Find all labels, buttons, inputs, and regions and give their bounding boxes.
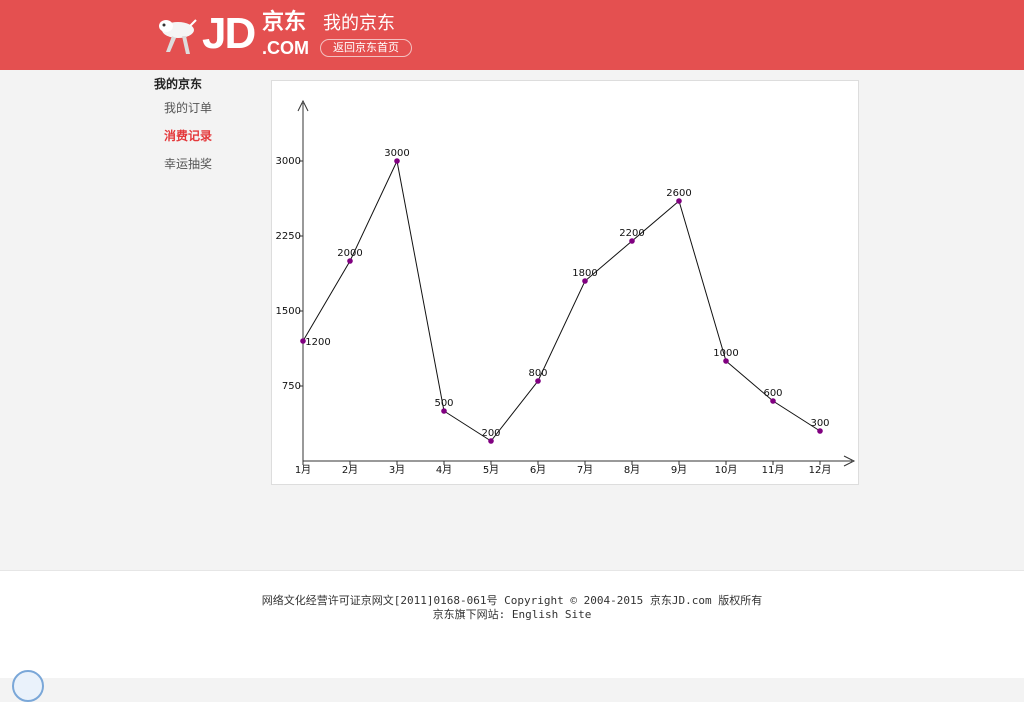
- data-label: 200: [481, 428, 500, 439]
- data-point: [770, 398, 776, 404]
- y-tick-label: 3000: [276, 156, 301, 167]
- consumption-line-chart: 750 1500 2250 3000 1月 2月 3月 4月 5月 6月 7月 8月 9月 10月 11月 1…: [276, 99, 856, 476]
- data-point: [676, 198, 682, 204]
- footer-sites[interactable]: 京东旗下网站: English Site: [432, 608, 592, 621]
- data-label: 1800: [572, 268, 597, 279]
- series-line: [302, 159, 821, 442]
- data-point: [394, 158, 400, 164]
- sidebar-title: 我的京东: [154, 77, 203, 91]
- top-header: JD 京东 .COM 我的京东 返回京东首页: [0, 0, 1024, 70]
- data-point: [300, 338, 306, 344]
- x-tick-label: 4月: [436, 464, 452, 476]
- data-point: [817, 428, 823, 434]
- data-point: [723, 358, 729, 364]
- sidebar-item-consumption-records[interactable]: 消费记录: [164, 129, 213, 143]
- data-point: [629, 238, 635, 244]
- data-label: 2200: [619, 228, 644, 239]
- data-label: 800: [528, 368, 547, 379]
- y-tick-label: 1500: [276, 306, 301, 317]
- data-point: [582, 278, 588, 284]
- logo-chinese-text: 京东: [262, 10, 307, 35]
- data-label: 600: [763, 388, 782, 399]
- data-point: [441, 408, 447, 414]
- x-tick-label: 9月: [671, 464, 687, 476]
- data-point: [535, 378, 541, 384]
- x-tick-label: 3月: [389, 464, 405, 476]
- data-label: 1000: [713, 348, 738, 359]
- data-label: 500: [434, 398, 453, 409]
- sidebar: 我的京东 我的订单 消费记录 幸运抽奖: [154, 74, 264, 178]
- footer-copyright: 网络文化经营许可证京网文[2011]0168-061号 Copyright © …: [261, 594, 763, 607]
- data-label: 2600: [666, 188, 691, 199]
- sidebar-item-orders[interactable]: 我的订单: [164, 101, 213, 115]
- consumption-chart-panel: 750 1500 2250 3000 1月 2月 3月 4月 5月 6月 7月 8月 9月 10月 11月 1…: [271, 80, 859, 485]
- data-point: [347, 258, 353, 264]
- help-icon[interactable]: [12, 670, 44, 702]
- data-label: 3000: [384, 148, 409, 159]
- jd-mascot-icon: [159, 19, 197, 54]
- data-label: 300: [810, 418, 829, 429]
- x-tick-label: 12月: [809, 464, 832, 476]
- x-tick-label: 7月: [577, 464, 593, 476]
- x-tick-label: 11月: [762, 464, 785, 476]
- logo-com-text: .COM: [262, 38, 309, 58]
- data-label: 1200: [305, 337, 330, 348]
- data-label: 2000: [337, 248, 362, 259]
- x-tick-label: 6月: [530, 464, 546, 476]
- x-tick-label: 8月: [624, 464, 640, 476]
- logo-jd-text[interactable]: JD: [202, 9, 256, 58]
- x-tick-label: 10月: [715, 464, 738, 476]
- data-point: [488, 438, 494, 444]
- y-tick-label: 750: [282, 381, 301, 392]
- x-tick-label: 1月: [295, 464, 311, 476]
- site-title: 我的京东: [323, 13, 395, 34]
- y-tick-label: 2250: [276, 231, 301, 242]
- y-axis-arrow: [297, 99, 309, 112]
- x-tick-label: 5月: [483, 464, 499, 476]
- sidebar-item-lucky-draw[interactable]: 幸运抽奖: [164, 157, 213, 171]
- footer: 网络文化经营许可证京网文[2011]0168-061号 Copyright © …: [0, 570, 1024, 678]
- return-home-button[interactable]: 返回京东首页: [320, 39, 412, 57]
- x-axis-arrow: [843, 455, 856, 467]
- x-tick-label: 2月: [342, 464, 358, 476]
